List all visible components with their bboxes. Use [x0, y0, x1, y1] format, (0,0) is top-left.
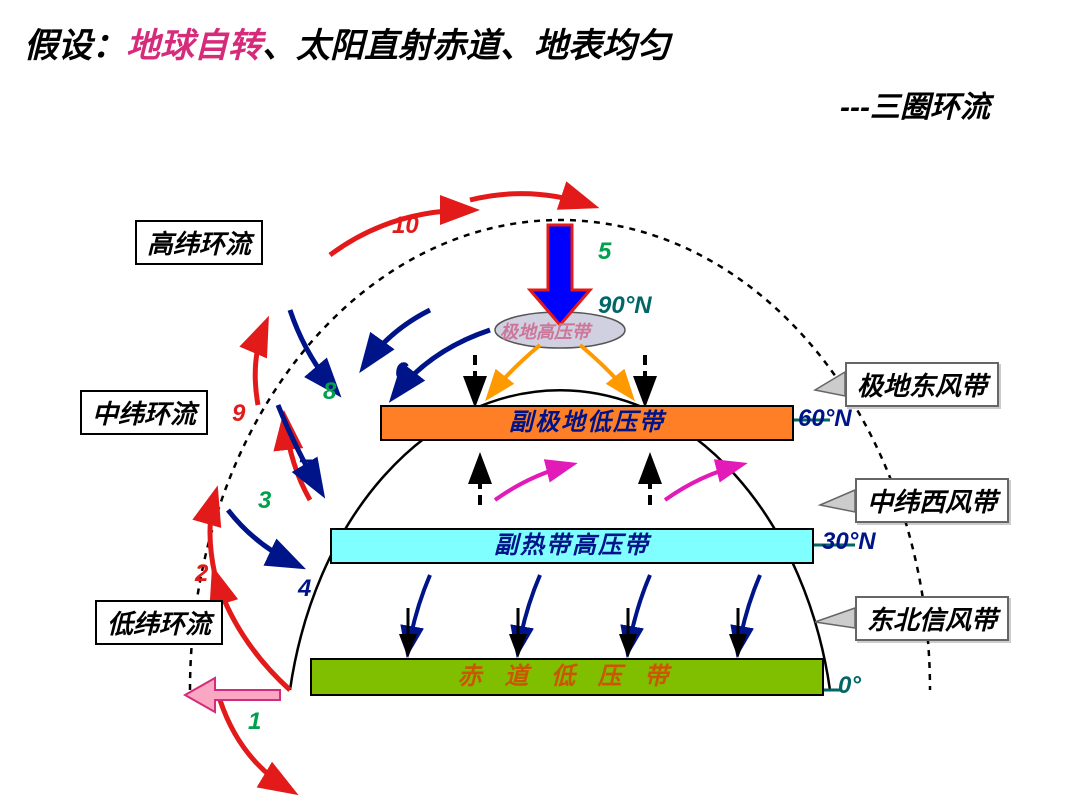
callout-ptr-west — [820, 490, 855, 512]
trade-1 — [408, 575, 430, 650]
mag-arrow-2 — [665, 465, 740, 500]
polar-down-arrow — [530, 225, 590, 325]
lat-0: 0° — [838, 672, 861, 700]
red-arrow-1 — [215, 575, 290, 690]
mag-arrow-1 — [495, 465, 570, 500]
pink-arrow-left — [185, 678, 280, 712]
num-2: 2 — [195, 560, 208, 588]
trade-4 — [738, 575, 760, 650]
zone-equatorial-low-label: 赤 道 低 压 带 — [458, 661, 677, 692]
callout-westerlies: 中纬西风带 — [855, 478, 1009, 523]
zone-equatorial-low: 赤 道 低 压 带 — [310, 658, 824, 696]
lat-30: 30°N — [822, 528, 876, 556]
zone-subpolar-low: 副极地低压带 — [380, 405, 794, 441]
lat-90: 90°N — [598, 292, 652, 320]
num-7: 7 — [298, 455, 311, 483]
num-8: 8 — [323, 378, 336, 406]
zone-subtropical-high: 副热带高压带 — [330, 528, 814, 564]
red-arrow-2 — [210, 495, 215, 575]
navy-arrow-4 — [228, 510, 297, 565]
num-9: 9 — [232, 400, 245, 428]
zone-subtropical-high-label: 副热带高压带 — [494, 530, 650, 561]
zone-polar-high-label: 极地高压带 — [500, 318, 590, 344]
num-1: 1 — [248, 708, 261, 736]
trade-2 — [518, 575, 540, 650]
red-arrow-10b — [470, 194, 590, 205]
lat-60: 60°N — [798, 405, 852, 433]
label-high-lat-circ: 高纬环流 — [135, 220, 263, 265]
callout-ptr-trade — [815, 608, 855, 628]
label-low-lat-circ: 低纬环流 — [95, 600, 223, 645]
orange-arrow-left — [490, 345, 540, 395]
num-4: 4 — [298, 575, 311, 603]
navy-arrow-6b — [365, 310, 430, 365]
callout-polar-easterlies: 极地东风带 — [845, 362, 999, 407]
label-mid-lat-circ: 中纬环流 — [80, 390, 208, 435]
num-3: 3 — [258, 487, 271, 515]
zone-subpolar-low-label: 副极地低压带 — [509, 407, 665, 438]
red-arrow-9 — [255, 325, 265, 405]
orange-arrow-right — [580, 345, 630, 395]
callout-ptr-polar — [815, 372, 845, 396]
num-5: 5 — [598, 238, 611, 266]
trade-3 — [628, 575, 650, 650]
num-6: 6 — [395, 358, 408, 386]
callout-trade-winds: 东北信风带 — [855, 596, 1009, 641]
num-10: 10 — [392, 212, 419, 240]
